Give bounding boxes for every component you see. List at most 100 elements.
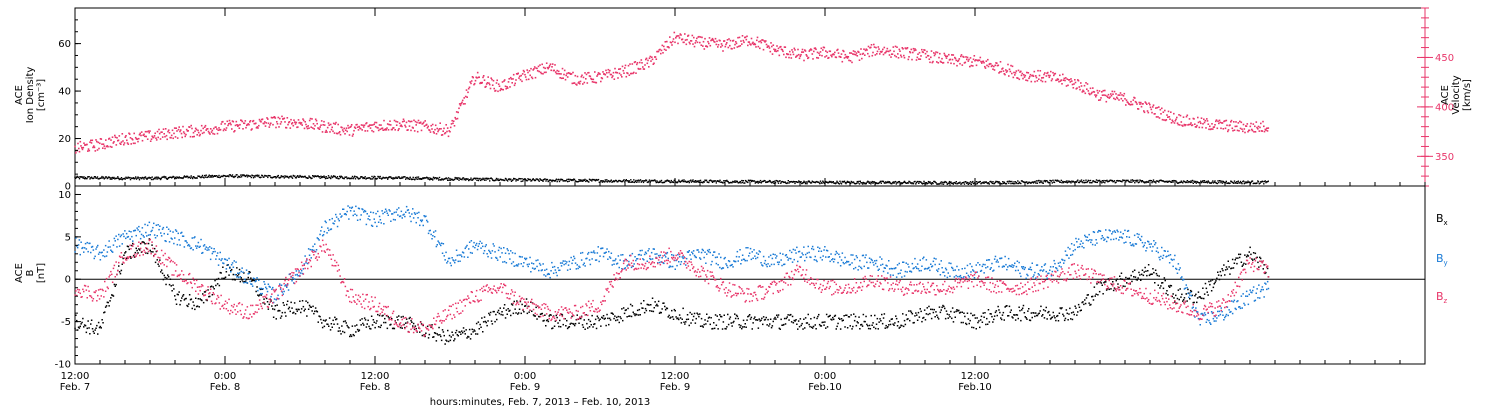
velocity-point	[1132, 99, 1135, 101]
velocity-point	[388, 123, 390, 126]
ion-density-point	[550, 179, 552, 182]
ion-density-point	[98, 178, 100, 180]
velocity-point	[524, 73, 526, 76]
b-y-point	[128, 230, 130, 232]
b-x-point	[244, 281, 246, 283]
ion-density-point	[795, 181, 798, 183]
velocity-point	[185, 128, 188, 131]
ion-density-point	[317, 175, 319, 177]
ion-density-point	[538, 180, 540, 182]
ion-density-point	[1061, 182, 1063, 184]
velocity-point	[1062, 73, 1064, 76]
ion-density-point	[1035, 182, 1037, 184]
velocity-point	[446, 127, 449, 129]
b-x-point	[965, 322, 967, 325]
velocity-point	[877, 46, 880, 48]
ion-density-point	[714, 180, 717, 182]
velocity-point	[237, 124, 240, 127]
b-x-point	[81, 321, 83, 324]
ion-density-point	[836, 180, 838, 182]
velocity-point	[996, 62, 998, 64]
ion-density-point	[1178, 182, 1180, 184]
b-x-point	[757, 327, 760, 329]
b-y-point	[198, 246, 200, 248]
velocity-point	[1041, 80, 1044, 83]
ion-density-point	[935, 182, 937, 184]
b-x-point	[195, 297, 197, 299]
velocity-point	[1109, 96, 1111, 98]
b-x-point	[1129, 283, 1131, 285]
ion-density-point	[750, 179, 752, 182]
ion-density-point	[364, 176, 366, 178]
ion-density-point	[1235, 182, 1237, 184]
velocity-point	[873, 46, 876, 48]
b-y-point	[214, 250, 216, 253]
velocity-point	[122, 140, 124, 142]
b-y-point	[327, 227, 329, 229]
ion-density-point	[88, 176, 90, 178]
b-y-point	[230, 264, 233, 266]
b-x-point	[945, 310, 948, 312]
b-x-point	[489, 314, 491, 316]
b-x-point	[335, 318, 337, 321]
ion-density-point	[1018, 181, 1020, 183]
velocity-point	[356, 126, 359, 128]
velocity-point	[672, 38, 675, 40]
velocity-point	[1048, 76, 1051, 79]
b-x-point	[755, 319, 758, 321]
b-y-point	[297, 275, 299, 277]
ion-density-point	[1200, 180, 1202, 182]
velocity-point	[569, 72, 571, 75]
velocity-point	[815, 48, 817, 51]
ion-density-point	[648, 179, 651, 181]
ion-density-point	[1190, 180, 1192, 182]
velocity-point	[297, 126, 299, 128]
velocity-point	[550, 69, 552, 72]
ion-density-point	[1077, 179, 1079, 181]
b-x-point	[685, 321, 687, 323]
velocity-point	[882, 53, 885, 56]
ion-density-point	[92, 177, 94, 180]
velocity-point	[486, 82, 489, 84]
b-y-point	[92, 249, 95, 251]
ion-density-point	[586, 180, 588, 182]
ion-density-point	[348, 177, 350, 179]
ion-density-point	[672, 181, 675, 184]
velocity-point	[909, 51, 912, 54]
velocity-point	[333, 132, 336, 134]
velocity-point	[566, 76, 569, 78]
velocity-point	[1083, 90, 1085, 93]
velocity-point	[1149, 106, 1152, 109]
velocity-point	[1106, 95, 1108, 98]
velocity-point	[572, 71, 574, 74]
b-x-point	[1257, 261, 1259, 264]
ion-density-point	[366, 177, 368, 179]
b-x-point	[272, 308, 274, 310]
b-x-point	[615, 316, 618, 319]
velocity-point	[702, 45, 704, 47]
ion-density-point	[1247, 180, 1249, 182]
ion-density-point	[204, 174, 206, 177]
b-y-point	[177, 232, 179, 235]
ion-density-point	[198, 175, 201, 177]
b-x-point	[663, 302, 665, 304]
ion-density-point	[1211, 181, 1213, 184]
b-x-point	[148, 238, 151, 240]
ion-density-point	[1068, 180, 1071, 182]
velocity-point	[1038, 74, 1041, 77]
b-y-point	[240, 270, 242, 273]
b-x-point	[250, 277, 252, 279]
b-x-point	[676, 317, 678, 320]
ion-density-point	[656, 180, 658, 182]
b-x-point	[188, 294, 191, 296]
velocity-point	[1154, 113, 1156, 115]
ion-density-point	[534, 179, 536, 182]
velocity-point	[124, 136, 127, 138]
b-x-point	[570, 322, 572, 325]
b-x-point	[173, 288, 175, 290]
velocity-point	[326, 131, 328, 133]
b-x-point	[714, 314, 717, 316]
velocity-point	[967, 60, 970, 62]
ion-density-point	[933, 180, 936, 183]
velocity-point	[79, 140, 82, 143]
